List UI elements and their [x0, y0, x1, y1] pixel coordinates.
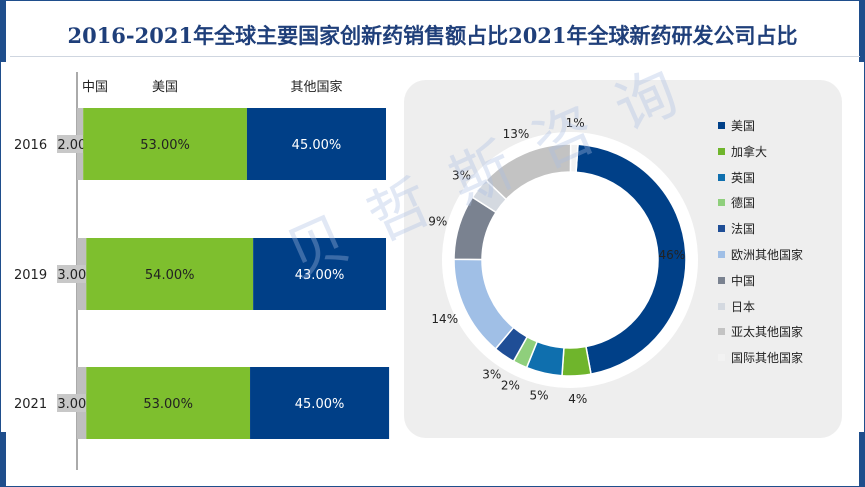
page-title: 2016-2021年全球主要国家创新药销售额占比2021年全球新药研发公司占比: [67, 23, 798, 48]
frame-accent-bottom-right: [859, 432, 865, 487]
bar-segment: [246, 108, 386, 180]
bar-category-label: 2021: [14, 397, 47, 412]
legend-label: 加拿大: [731, 144, 768, 159]
legend-swatch: [718, 251, 725, 258]
legend-swatch: [718, 276, 725, 284]
legend-label: 中国: [731, 273, 756, 288]
bar-segment: [253, 238, 386, 310]
donut-slice: [569, 143, 579, 174]
legend-label: 亚太其他国家: [731, 325, 804, 340]
legend-label: 美国: [731, 119, 756, 133]
donut-data-label: 5%: [530, 388, 549, 402]
legend-label: 法国: [731, 222, 756, 237]
bar-segment: [86, 238, 254, 310]
bar-legend-0: 中国: [82, 80, 108, 95]
donut-data-label: 1%: [566, 116, 585, 130]
bar-category-label: 2019: [14, 268, 47, 283]
bar-segment: [250, 367, 390, 439]
donut-data-label: 2%: [501, 378, 520, 392]
legend-swatch: [718, 328, 725, 336]
donut-slice: [561, 345, 592, 377]
bar-legend-2: 其他国家: [290, 79, 342, 95]
bar-category-label: 2016: [14, 138, 47, 153]
donut-data-label: 13%: [503, 127, 530, 141]
legend-label: 国际其他国家: [731, 351, 804, 366]
legend-swatch: [718, 122, 725, 129]
title-divider: [10, 56, 860, 57]
bar-segment: [83, 108, 247, 180]
donut-data-label: 14%: [431, 312, 458, 326]
legend-label: 欧洲其他国家: [731, 248, 804, 262]
donut-data-label: 9%: [428, 215, 447, 229]
donut-slice: [575, 143, 687, 375]
legend-swatch: [718, 147, 725, 155]
bar-data-label: 54.00%: [145, 268, 195, 283]
frame-accent-top-right: [859, 0, 865, 62]
legend-swatch: [718, 199, 725, 207]
legend-label: 日本: [731, 299, 756, 314]
frame-accent-top-left: [0, 0, 6, 62]
bar-data-label: 45.00%: [295, 397, 345, 412]
legend-swatch: [718, 225, 725, 233]
legend-label: 德国: [731, 196, 756, 211]
donut-data-label: 3%: [452, 169, 471, 183]
bar-legend-1: 美国: [152, 80, 178, 95]
bar-data-label: 43.00%: [295, 268, 345, 283]
bar-data-label: 53.00%: [140, 138, 190, 153]
legend-label: 英国: [731, 170, 756, 185]
donut-data-label: 3%: [482, 368, 501, 382]
frame-accent-bottom-left: [0, 432, 6, 487]
legend-swatch: [718, 302, 725, 310]
donut-data-label: 46%: [659, 248, 686, 262]
legend-swatch: [718, 354, 725, 362]
bar-data-label: 45.00%: [292, 138, 342, 153]
legend-swatch: [718, 173, 725, 181]
bar-data-label: 53.00%: [143, 397, 193, 412]
donut-data-label: 4%: [568, 392, 587, 406]
bar-segment: [86, 367, 251, 439]
